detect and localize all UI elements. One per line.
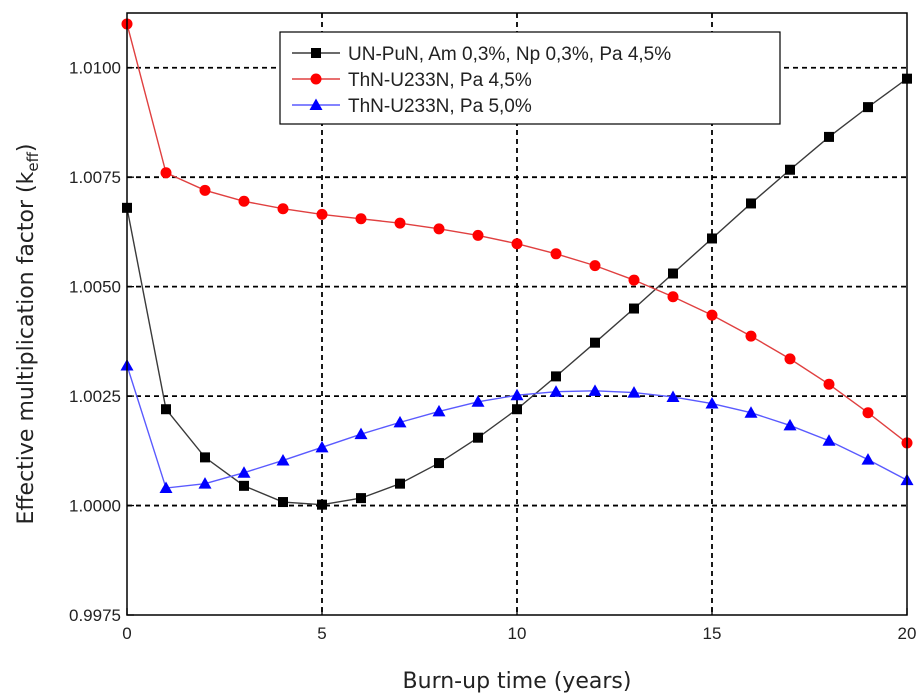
- data-point: [472, 229, 484, 241]
- y-axis-title-subscript: eff: [24, 151, 42, 171]
- data-point: [237, 466, 251, 478]
- x-tick-label: 10: [508, 624, 527, 643]
- legend-marker: [311, 48, 321, 58]
- data-point: [745, 330, 757, 342]
- y-axis-title-close: ): [14, 143, 39, 152]
- data-point: [356, 493, 366, 504]
- data-point: [432, 404, 446, 417]
- legend-label: ThN-U233N, Pa 5,0%: [348, 96, 532, 117]
- x-tick-label: 20: [898, 624, 917, 643]
- data-point: [317, 499, 327, 510]
- data-point: [783, 418, 797, 431]
- data-point: [707, 233, 717, 244]
- data-point: [824, 131, 834, 142]
- data-point: [667, 291, 679, 303]
- series-3: [120, 358, 914, 494]
- series-2: [121, 18, 913, 449]
- y-tick-label: 1.0025: [69, 387, 121, 406]
- data-point: [861, 453, 875, 465]
- data-point: [278, 497, 288, 508]
- x-tick-label: 0: [122, 624, 131, 643]
- data-point: [161, 404, 171, 415]
- y-tick-label: 1.0100: [69, 59, 121, 78]
- data-point: [744, 406, 758, 418]
- data-point: [511, 238, 523, 250]
- data-point: [433, 223, 445, 235]
- axis-ticks: 0.9975 1.0000 1.0025 1.0050 1.0075 1.0100 0 5 10…: [69, 59, 916, 643]
- legend-marker: [309, 98, 323, 110]
- x-tick-label: 15: [703, 624, 722, 643]
- data-point: [862, 407, 874, 419]
- data-point: [277, 203, 289, 215]
- legend-label: ThN-U233N, Pa 4,5%: [348, 70, 532, 91]
- legend-marker: [310, 73, 322, 85]
- y-axis-title: Effective multiplication factor (keff): [14, 143, 42, 524]
- data-point: [863, 102, 873, 113]
- data-point: [551, 371, 561, 382]
- data-point: [589, 260, 601, 272]
- data-point: [159, 481, 173, 494]
- legend-entry-1: UN-PuN, Am 0,3%, Np 0,3%, Pa 4,5%: [292, 44, 671, 65]
- data-point: [316, 208, 328, 220]
- legend: UN-PuN, Am 0,3%, Np 0,3%, Pa 4,5% ThN-U23…: [279, 31, 781, 125]
- y-tick-label: 1.0050: [69, 278, 121, 297]
- data-point: [355, 213, 367, 225]
- y-tick-label: 1.0000: [69, 497, 121, 516]
- legend-box: [279, 31, 781, 125]
- data-point: [627, 386, 641, 398]
- data-point: [785, 164, 795, 175]
- data-point: [434, 458, 444, 469]
- data-point: [160, 167, 172, 179]
- y-tick-label: 1.0075: [69, 168, 121, 187]
- data-point: [394, 217, 406, 229]
- data-point: [590, 337, 600, 348]
- legend-entry-3: ThN-U233N, Pa 5,0%: [292, 96, 532, 117]
- x-tick-label: 5: [317, 624, 326, 643]
- data-point: [784, 353, 796, 365]
- legend-label: UN-PuN, Am 0,3%, Np 0,3%, Pa 4,5%: [348, 44, 671, 65]
- data-point: [629, 303, 639, 314]
- data-point: [276, 453, 290, 466]
- data-point: [315, 440, 329, 453]
- data-point: [473, 432, 483, 443]
- data-point: [510, 388, 524, 401]
- data-point: [354, 427, 368, 440]
- data-point: [666, 390, 680, 402]
- data-point: [746, 198, 756, 209]
- data-point: [705, 397, 719, 409]
- y-tick-label: 0.9975: [69, 606, 121, 625]
- data-point: [588, 384, 602, 396]
- data-point: [393, 415, 407, 428]
- data-point: [200, 452, 210, 463]
- data-point: [239, 480, 249, 491]
- data-point: [668, 268, 678, 279]
- data-point: [706, 309, 718, 321]
- data-point: [199, 184, 211, 196]
- data-point: [822, 434, 836, 446]
- data-point: [512, 404, 522, 415]
- data-point: [549, 385, 563, 397]
- y-axis-title-main: Effective multiplication factor (k: [14, 171, 39, 524]
- data-point: [550, 248, 562, 260]
- data-point: [395, 478, 405, 489]
- data-point: [628, 274, 640, 286]
- legend-entry-2: ThN-U233N, Pa 4,5%: [292, 70, 532, 91]
- data-point: [238, 195, 250, 207]
- data-point: [198, 477, 212, 489]
- data-point: [471, 395, 485, 407]
- data-point: [823, 378, 835, 390]
- x-axis-title: Burn-up time (years): [403, 669, 632, 694]
